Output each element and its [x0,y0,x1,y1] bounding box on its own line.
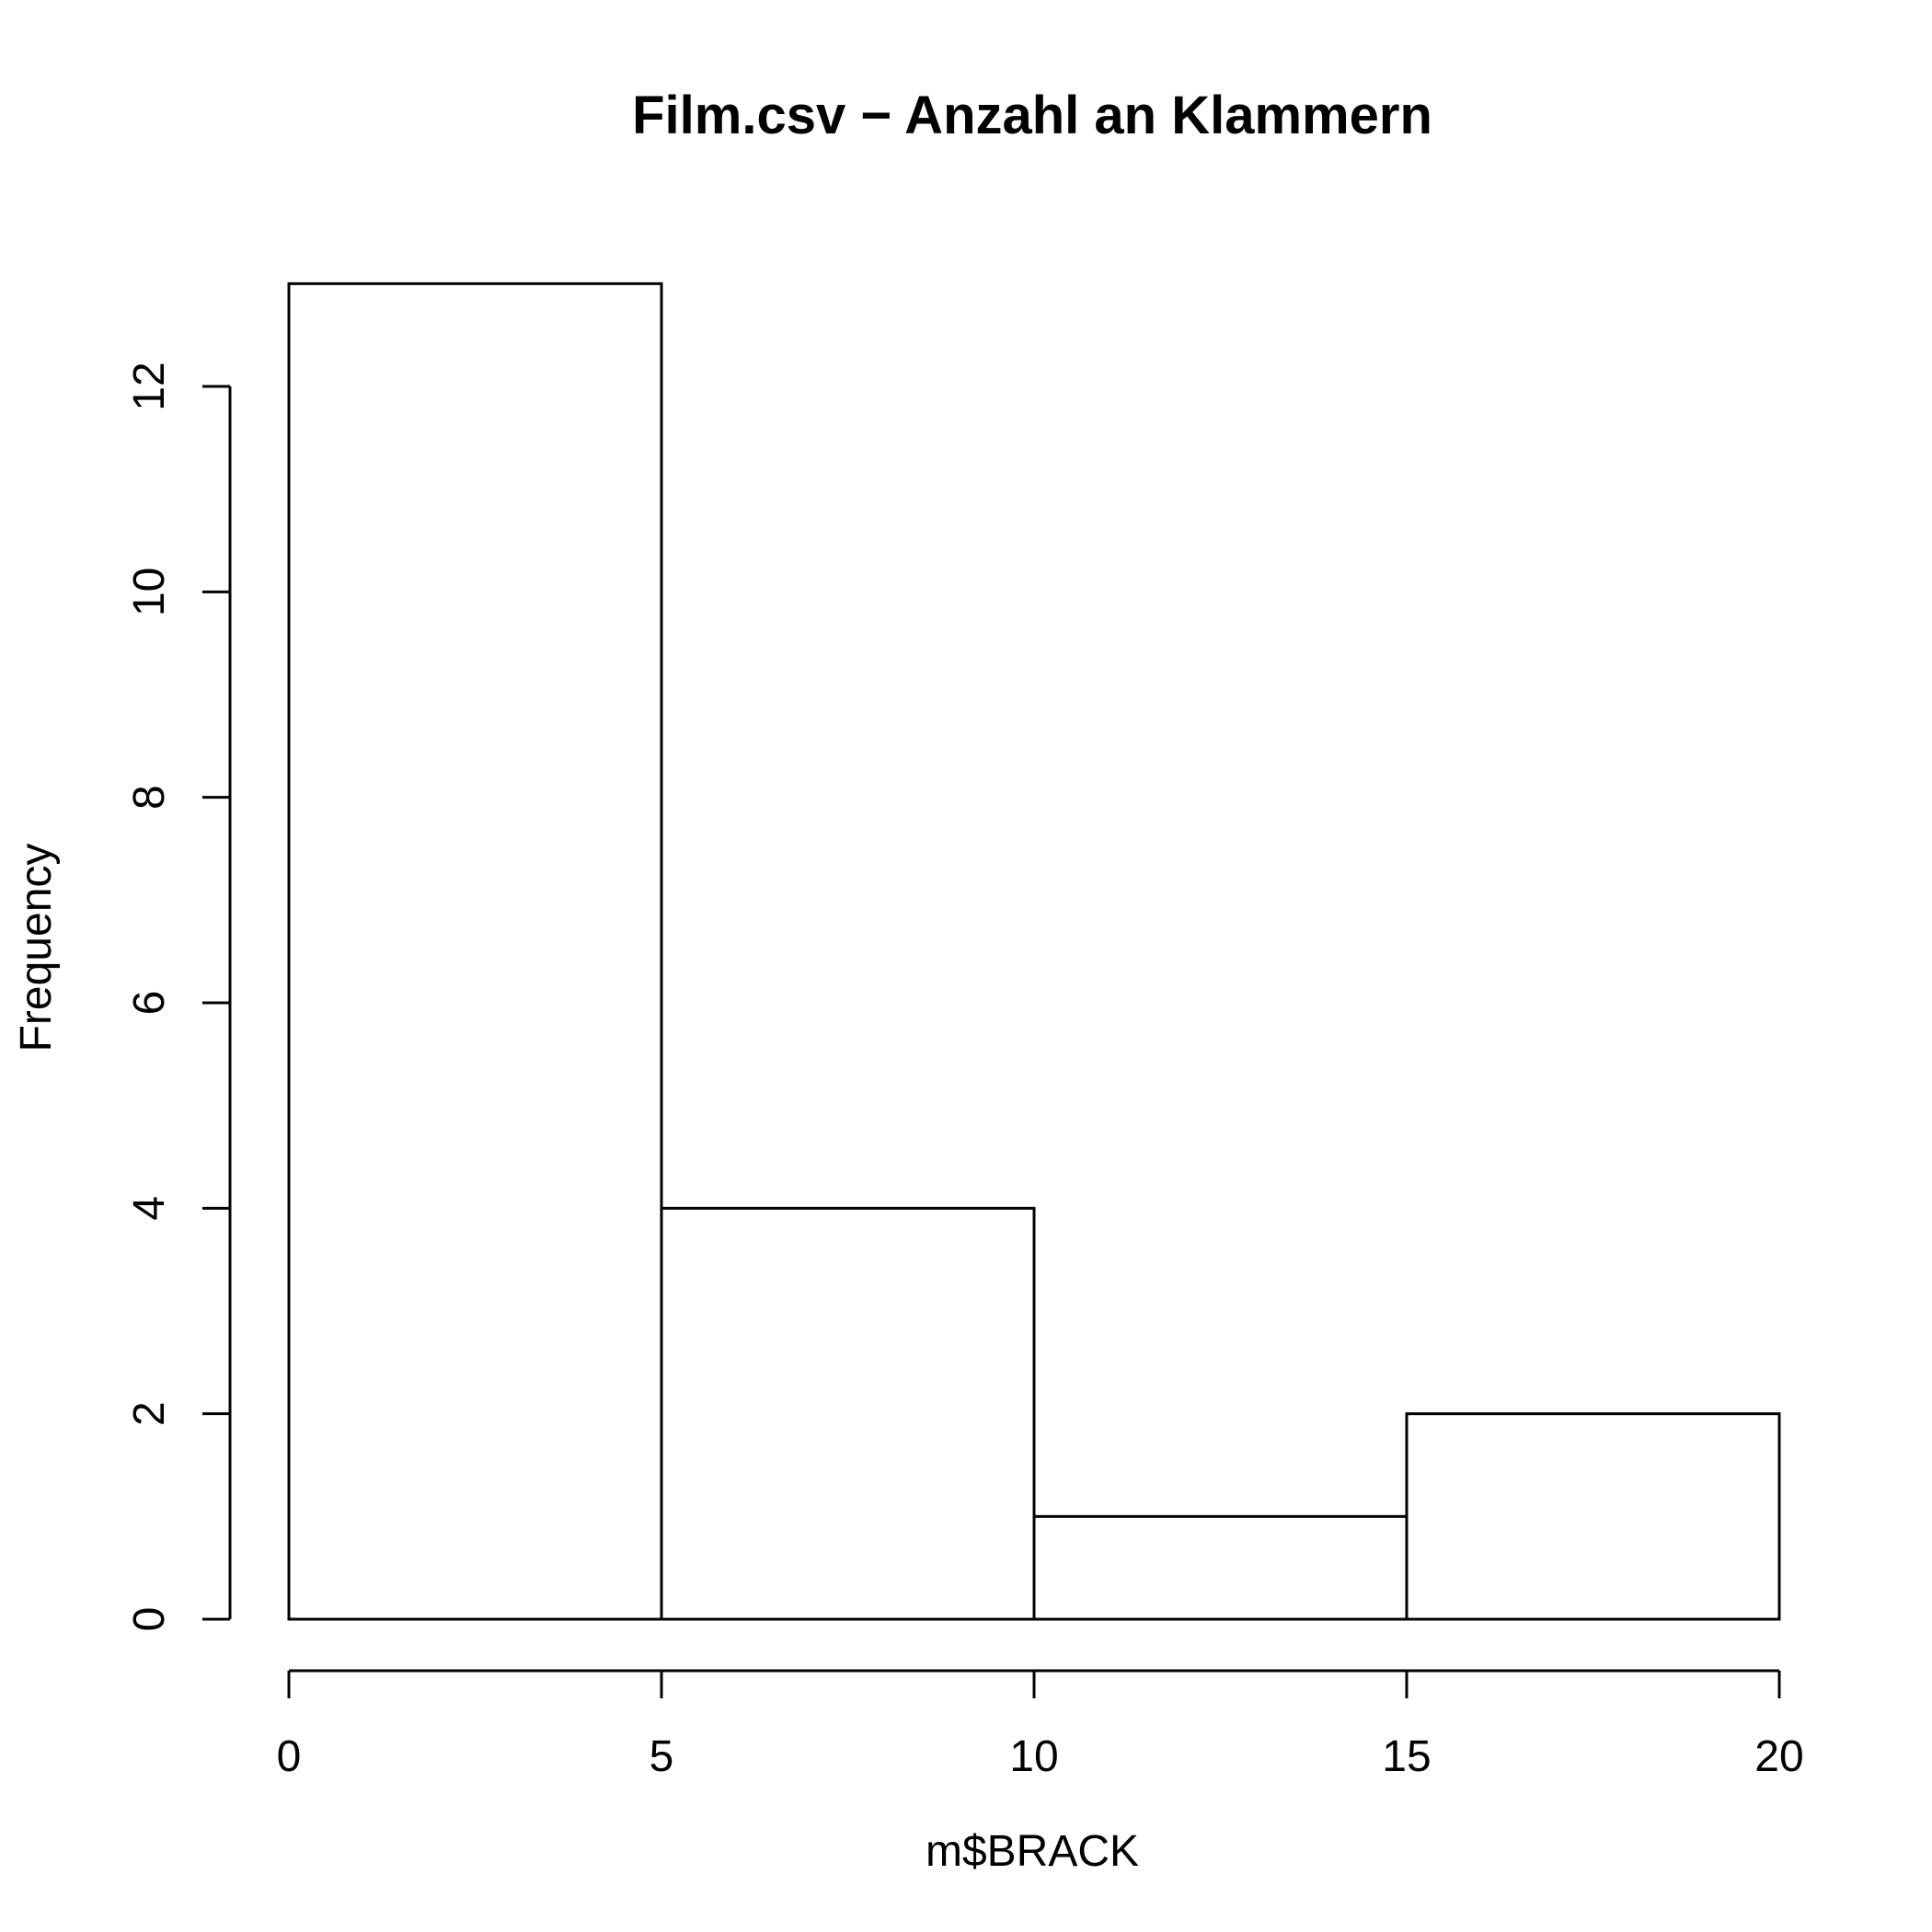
x-axis: 0 5 10 15 20 [277,1669,1804,1781]
bar-1 [660,1206,1036,1621]
x-tick-label: 20 [1754,1732,1803,1781]
y-tick-label: 8 [125,785,174,810]
bar-2 [1032,1514,1409,1621]
bar-3 [1405,1412,1781,1621]
x-axis-label: m$BRACK [926,1827,1139,1876]
y-tick-label: 4 [125,1196,174,1221]
y-tick-label: 6 [125,991,174,1016]
x-tick-label: 15 [1382,1732,1431,1781]
bar-0 [287,282,663,1621]
y-tick-label: 10 [125,568,174,616]
y-axis-label: Frequency [12,844,61,1052]
bars-group [287,282,1781,1621]
x-tick-label: 0 [277,1732,302,1781]
x-tick-label: 5 [650,1732,674,1781]
y-tick-label: 2 [125,1401,174,1426]
x-tick-label: 10 [1009,1732,1058,1781]
y-axis: 0 2 4 6 8 10 12 [125,362,232,1632]
y-tick-label: 12 [125,362,174,410]
chart-title: Film.csv − Anzahl an Klammern [632,86,1432,145]
y-tick-label: 0 [125,1607,174,1632]
